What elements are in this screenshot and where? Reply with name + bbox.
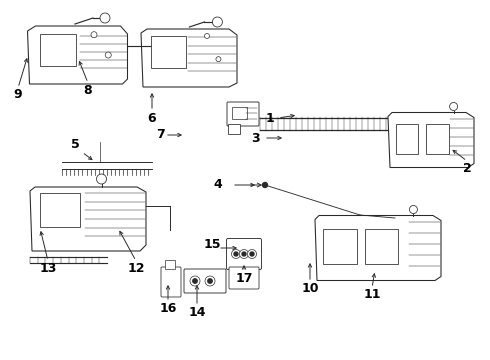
Circle shape bbox=[105, 52, 111, 58]
Circle shape bbox=[450, 103, 458, 111]
Circle shape bbox=[212, 17, 222, 27]
Text: 16: 16 bbox=[159, 302, 177, 315]
Bar bbox=[426, 123, 449, 154]
Bar bbox=[323, 229, 357, 264]
Polygon shape bbox=[388, 112, 474, 167]
Text: 6: 6 bbox=[147, 112, 156, 125]
Polygon shape bbox=[30, 187, 146, 251]
FancyBboxPatch shape bbox=[184, 269, 226, 293]
Text: 15: 15 bbox=[203, 238, 221, 252]
Polygon shape bbox=[27, 26, 127, 84]
Circle shape bbox=[193, 279, 197, 283]
Circle shape bbox=[231, 249, 241, 258]
Text: 2: 2 bbox=[463, 162, 471, 175]
Text: 11: 11 bbox=[363, 288, 381, 302]
Circle shape bbox=[208, 279, 212, 283]
Circle shape bbox=[242, 252, 246, 256]
Bar bbox=[232, 107, 247, 119]
Circle shape bbox=[247, 249, 256, 258]
Text: 12: 12 bbox=[127, 261, 145, 274]
Text: 5: 5 bbox=[71, 139, 79, 152]
Text: 8: 8 bbox=[84, 84, 92, 96]
Circle shape bbox=[97, 174, 106, 184]
Bar bbox=[228, 124, 240, 134]
Text: 4: 4 bbox=[214, 179, 222, 192]
Polygon shape bbox=[315, 216, 441, 280]
FancyBboxPatch shape bbox=[229, 267, 259, 289]
Circle shape bbox=[91, 32, 97, 38]
Bar bbox=[165, 260, 175, 269]
FancyBboxPatch shape bbox=[226, 238, 262, 270]
Circle shape bbox=[100, 13, 110, 23]
Text: 9: 9 bbox=[14, 89, 23, 102]
Circle shape bbox=[263, 183, 268, 188]
Bar bbox=[40, 193, 79, 227]
Bar bbox=[365, 229, 398, 264]
Circle shape bbox=[205, 276, 215, 286]
Bar bbox=[151, 36, 186, 68]
Text: 1: 1 bbox=[266, 112, 274, 125]
Bar bbox=[40, 34, 75, 66]
Text: 10: 10 bbox=[301, 282, 319, 294]
Circle shape bbox=[216, 57, 221, 62]
Circle shape bbox=[234, 252, 238, 256]
Circle shape bbox=[190, 276, 200, 286]
Text: 3: 3 bbox=[251, 131, 259, 144]
Text: 7: 7 bbox=[156, 129, 164, 141]
FancyBboxPatch shape bbox=[227, 102, 259, 126]
FancyBboxPatch shape bbox=[161, 267, 181, 297]
Circle shape bbox=[204, 33, 210, 39]
Text: 17: 17 bbox=[235, 271, 253, 284]
Polygon shape bbox=[141, 29, 237, 87]
Text: 14: 14 bbox=[188, 306, 206, 319]
Circle shape bbox=[240, 249, 248, 258]
Circle shape bbox=[410, 206, 417, 213]
Bar bbox=[396, 123, 418, 154]
Circle shape bbox=[250, 252, 254, 256]
Text: 13: 13 bbox=[39, 261, 57, 274]
